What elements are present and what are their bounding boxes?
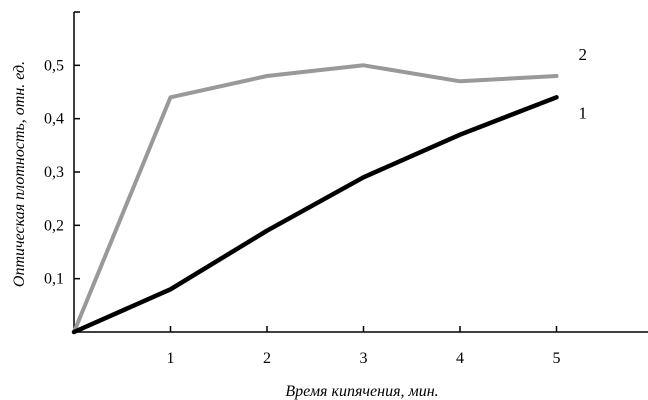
y-tick-label: 0,3 xyxy=(44,164,64,181)
series-line-2 xyxy=(74,65,557,332)
x-tick-label: 4 xyxy=(456,350,464,367)
y-tick-label: 0,4 xyxy=(44,111,64,128)
y-axis-title: Оптическая плотность, отн. ед. xyxy=(11,61,28,287)
x-axis-title: Время кипячения, мин. xyxy=(285,383,438,400)
y-axis: 0,1 0,2 0,3 0,4 0,5 xyxy=(44,12,80,332)
series-label-2: 2 xyxy=(579,45,588,64)
y-tick-label: 0,5 xyxy=(44,57,64,74)
series-line-1 xyxy=(74,97,557,332)
x-tick-label: 3 xyxy=(360,350,368,367)
x-axis: 1 2 3 4 5 xyxy=(74,326,648,367)
y-tick-label: 0,1 xyxy=(44,271,64,288)
series-label-1: 1 xyxy=(579,103,588,122)
series-layer: 21 xyxy=(74,45,587,332)
x-tick-label: 1 xyxy=(167,350,175,367)
y-tick-label: 0,2 xyxy=(44,217,64,234)
x-tick-label: 5 xyxy=(553,350,561,367)
x-tick-label: 2 xyxy=(263,350,271,367)
